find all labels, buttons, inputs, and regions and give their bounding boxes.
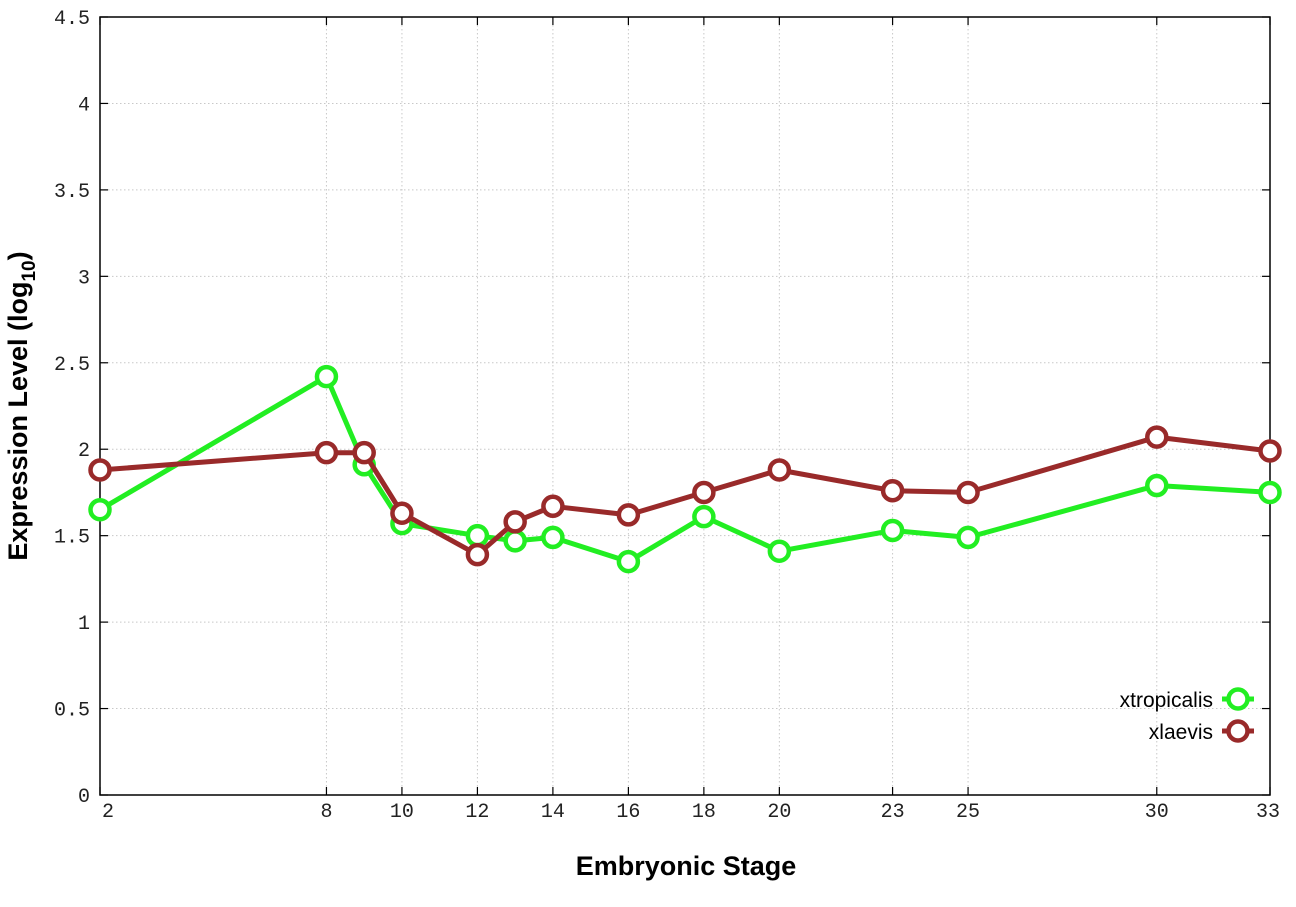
data-point-xtropicalis (767, 539, 792, 563)
x-axis-title: Embryonic Stage (576, 851, 797, 881)
x-tick-label: 8 (320, 801, 332, 824)
y-tick-label: 4 (78, 94, 90, 117)
data-point-xlaevis (1145, 425, 1169, 449)
data-point-xtropicalis (616, 549, 641, 574)
y-tick-label: 1 (78, 613, 90, 636)
data-point-xlaevis (352, 440, 376, 465)
legend-label-xlaevis: xlaevis (1149, 721, 1213, 744)
x-tick-label: 14 (541, 801, 565, 824)
series-line-xtropicalis (98, 374, 1271, 565)
x-tick-label: 2 (102, 801, 114, 824)
x-tick-label: 10 (390, 801, 414, 824)
legend-marker-xlaevis (1226, 719, 1250, 743)
data-point-xlaevis (541, 494, 565, 519)
y-tick-label: 2 (78, 440, 90, 463)
x-tick-label: 23 (881, 801, 905, 824)
data-point-xtropicalis (1145, 473, 1169, 498)
x-tick-label: 30 (1145, 801, 1169, 824)
y-axis-title-main: Expression Level (log (3, 282, 33, 561)
data-point-xlaevis (465, 542, 490, 567)
x-tick-label: 12 (465, 801, 489, 824)
legend: xtropicalis xlaevis (1120, 687, 1254, 744)
x-tick-label: 20 (767, 801, 791, 824)
series-xtropicalis (88, 364, 1282, 574)
y-tick-label: 4.5 (54, 8, 90, 31)
legend-label-xtropicalis: xtropicalis (1120, 689, 1213, 712)
data-point-xtropicalis (880, 518, 905, 543)
y-tick-label: 0 (78, 786, 90, 809)
data-point-xlaevis (956, 480, 980, 505)
y-tick-label: 2.5 (54, 354, 90, 377)
grid (100, 17, 1270, 795)
data-point-xlaevis (88, 458, 112, 482)
x-tick-label: 18 (692, 801, 716, 824)
data-point-xlaevis (692, 480, 716, 505)
data-point-xlaevis (314, 440, 339, 465)
plot-frame (99, 16, 1271, 796)
axis-ticks: 0 0.5 1 1.5 2 2.5 3 3.5 4 4.5 2 8 10 12 14 16 18 20 23 25 30… (54, 8, 1280, 824)
data-point-xtropicalis (1258, 480, 1282, 505)
x-tick-label: 16 (616, 801, 640, 824)
y-tick-label: 1.5 (54, 527, 90, 550)
data-point-xtropicalis (541, 525, 565, 550)
x-tick-label: 25 (956, 801, 980, 824)
data-point-xlaevis (390, 501, 414, 525)
legend-marker-xtropicalis (1226, 687, 1250, 711)
data-point-xlaevis (880, 478, 905, 503)
data-point-xlaevis (503, 510, 527, 534)
data-point-xlaevis (767, 458, 792, 482)
data-point-xtropicalis (465, 523, 490, 548)
data-point-xlaevis (1258, 439, 1282, 463)
series-group (88, 364, 1282, 574)
series-xlaevis (88, 425, 1282, 567)
y-tick-label: 0.5 (54, 700, 90, 723)
data-point-xtropicalis (956, 525, 980, 550)
x-tick-label: 33 (1256, 801, 1280, 824)
y-axis-title-sub: 10 (19, 260, 40, 281)
y-axis-title-close: ) (3, 251, 33, 260)
data-point-xtropicalis (88, 497, 112, 522)
data-point-xlaevis (616, 503, 641, 527)
series-line-xlaevis (99, 434, 1271, 558)
y-axis-title: Expression Level (log10) (3, 251, 40, 560)
y-tick-label: 3.5 (54, 181, 90, 204)
data-point-xtropicalis (692, 504, 716, 529)
data-point-xtropicalis (314, 364, 339, 389)
data-point-xtropicalis (503, 529, 527, 553)
y-tick-label: 3 (78, 267, 90, 290)
